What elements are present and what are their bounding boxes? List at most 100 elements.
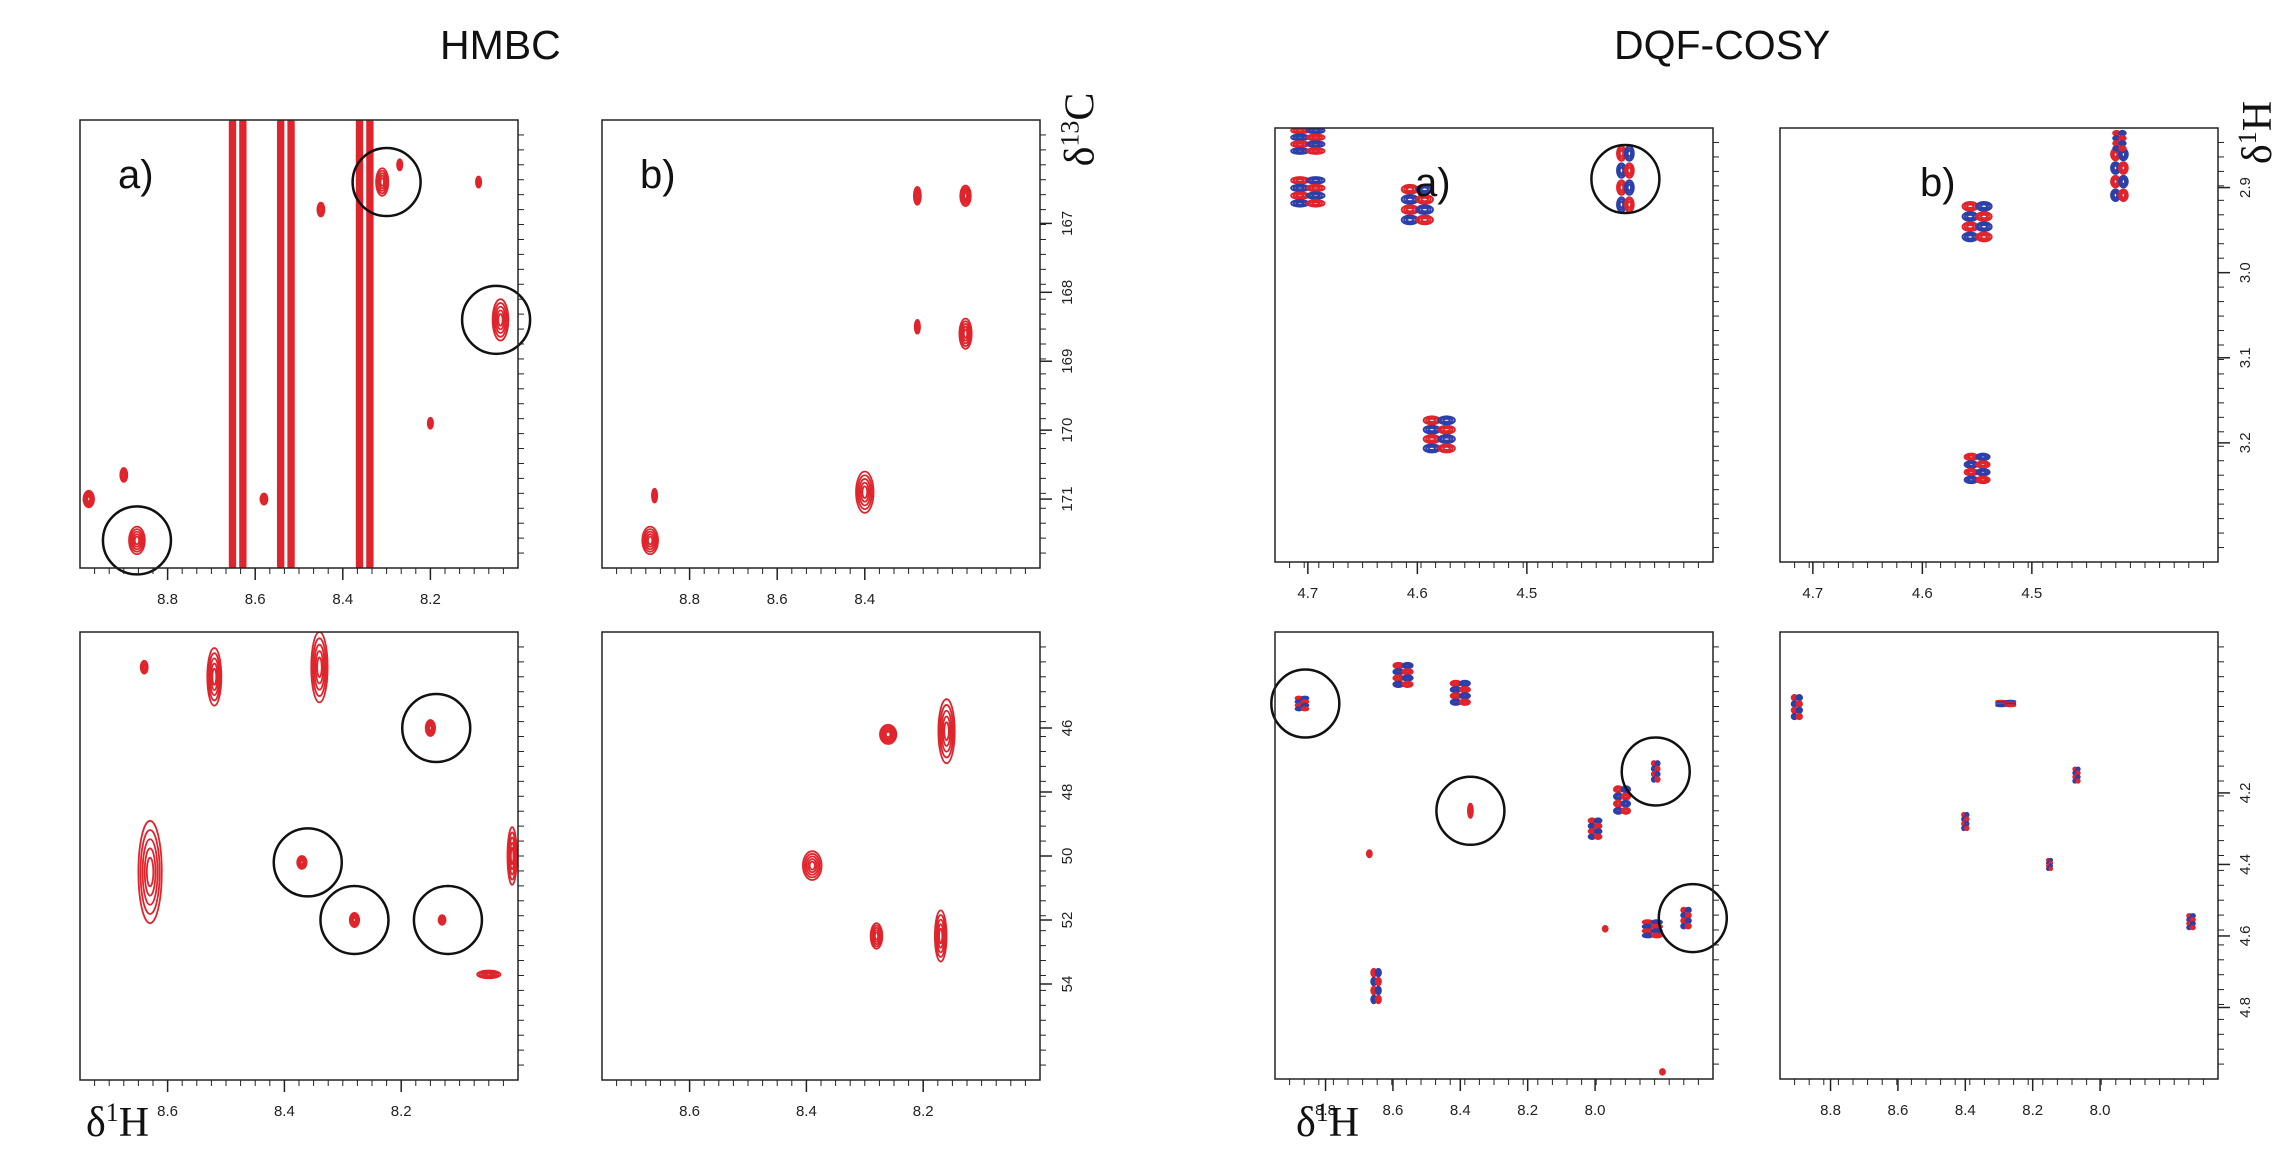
cosy-right-y-axis-title: δ1H (2233, 100, 2282, 165)
peak-6-0 (1294, 695, 1310, 712)
peak-6-2 (1449, 679, 1471, 706)
ridge-0-0 (228, 120, 247, 568)
y-tick-label-5-2: 3.1 (2237, 347, 2254, 368)
frame-7 (1779, 631, 2219, 1080)
peak-6-10 (1365, 849, 1373, 859)
circle-annotation-0-2 (101, 505, 173, 576)
peak-4-0 (1290, 128, 1326, 155)
peak-0-1 (82, 489, 95, 509)
peak-3-4 (933, 909, 948, 963)
peak-0-3 (375, 167, 390, 197)
peak-5-2 (2110, 147, 2129, 203)
circle-annotation-0-1 (460, 284, 532, 356)
y-tick-label-7-1: 4.4 (2237, 854, 2254, 875)
y-tick-label-3-1: 48 (1059, 784, 1076, 801)
peak-1-0 (641, 525, 659, 556)
x-tick-label-7-4: 8.0 (2090, 1102, 2111, 1119)
frame-6 (1274, 631, 1714, 1080)
x-tick-label-6-0: 8.8 (1315, 1102, 1336, 1119)
peak-1-6 (958, 317, 973, 350)
plot-area-6 (1294, 661, 1692, 1076)
peak-6-3 (1587, 817, 1603, 841)
peak-4-2 (1400, 183, 1434, 226)
plot-area-1 (641, 184, 973, 556)
y-tick-label-1-0: 167 (1059, 211, 1076, 236)
circle-annotation-2-2 (319, 884, 390, 956)
cosy-title: DQF-COSY (1614, 22, 1831, 68)
x-tick-label-5-0: 4.7 (1802, 585, 1823, 602)
peak-6-8 (1467, 802, 1474, 819)
peak-7-0 (1790, 694, 1803, 721)
panel-7: 8.8 8.6 8.4 8.2 8.0 4.2 4.4 4.6 4.8 (1779, 631, 2254, 1119)
peak-1-5 (913, 318, 921, 335)
circle-annotation-6-1 (1435, 775, 1506, 847)
circle-annotation-6-3 (1657, 882, 1729, 954)
peak-3-1 (937, 698, 956, 765)
hmbc-right-y-axis-title: δ13C (1055, 92, 1104, 167)
x-tick-label-7-2: 8.4 (1955, 1102, 1976, 1119)
y-tick-label-1-3: 170 (1059, 418, 1076, 443)
peak-1-4 (959, 184, 972, 208)
ridge-0-2 (355, 120, 374, 568)
peak-2-0 (137, 819, 163, 925)
x-tick-label-3-1: 8.4 (796, 1103, 817, 1120)
y-tick-label-3-3: 52 (1059, 912, 1076, 929)
x-tick-label-0-2: 8.4 (332, 591, 353, 608)
y-tick-label-3-0: 46 (1059, 720, 1076, 737)
y-tick-label-5-1: 3.0 (2237, 262, 2254, 283)
plot-area-5 (1961, 129, 2129, 485)
x-tick-label-0-1: 8.6 (245, 591, 266, 608)
y-tick-label-1-1: 168 (1059, 280, 1076, 305)
x-tick-label-0-3: 8.2 (420, 591, 441, 608)
circle-annotation-6-0 (1270, 668, 1341, 739)
x-tick-label-4-1: 4.6 (1407, 585, 1428, 602)
plot-area-3 (801, 698, 956, 963)
peak-0-4 (396, 158, 404, 172)
panel-0: 8.8 8.6 8.4 8.2 a) (79, 119, 532, 608)
panel-5: 4.7 4.6 4.5 2.9 3.0 3.1 3.2 b) (1779, 127, 2254, 602)
peak-1-3 (912, 185, 922, 206)
plot-area-0 (82, 120, 510, 568)
x-tick-label-6-1: 8.6 (1382, 1102, 1403, 1119)
peak-7-3 (1961, 811, 1970, 832)
peak-2-2 (310, 632, 329, 704)
peak-6-5 (1650, 760, 1661, 783)
peak-0-8 (259, 492, 269, 506)
panel-6: 8.8 8.6 8.4 8.2 8.0 (1270, 631, 1729, 1119)
circle-annotation-6-2 (1620, 736, 1691, 807)
hmbc-bottom-x-axis-title: δ1H (86, 1098, 150, 1146)
frame-4 (1274, 127, 1714, 563)
panel-1: 8.8 8.6 8.4 167 168 169 170 171 b) (601, 119, 1076, 608)
peak-0-6 (475, 175, 483, 189)
peak-7-4 (2045, 857, 2054, 871)
x-tick-label-5-2: 4.5 (2021, 585, 2042, 602)
plot-area-4 (1290, 128, 1635, 454)
cosy-bottom-x-axis-title: δ1H (1296, 1098, 1360, 1146)
peak-0-0 (128, 525, 146, 556)
peak-3-3 (869, 922, 884, 950)
y-tick-label-1-4: 171 (1059, 487, 1076, 512)
panel-2: 8.6 8.4 8.2 (79, 631, 524, 1120)
x-tick-label-7-3: 8.2 (2022, 1102, 2043, 1119)
peak-7-5 (2186, 913, 2196, 931)
circle-annotation-2-1 (272, 827, 344, 898)
peak-2-8 (139, 659, 149, 675)
x-tick-label-6-2: 8.4 (1450, 1102, 1471, 1119)
peak-2-6 (437, 914, 447, 926)
circle-annotation-4-0 (1590, 143, 1661, 215)
y-tick-label-7-2: 4.6 (2237, 926, 2254, 947)
peak-5-0 (1961, 200, 1993, 243)
peak-2-5 (348, 912, 361, 928)
y-tick-label-1-2: 169 (1059, 349, 1076, 374)
frame-5 (1779, 127, 2219, 563)
peak-4-3 (1422, 415, 1456, 454)
panel-label-5: b) (1920, 161, 1956, 205)
peak-6-11 (1601, 925, 1609, 933)
peak-6-12 (1659, 1068, 1666, 1076)
peak-7-2 (2072, 766, 2081, 784)
x-tick-label-2-1: 8.4 (274, 1103, 295, 1120)
x-tick-label-0-0: 8.8 (157, 591, 178, 608)
ridge-0-1 (276, 120, 295, 568)
peak-6-7 (1680, 906, 1692, 930)
